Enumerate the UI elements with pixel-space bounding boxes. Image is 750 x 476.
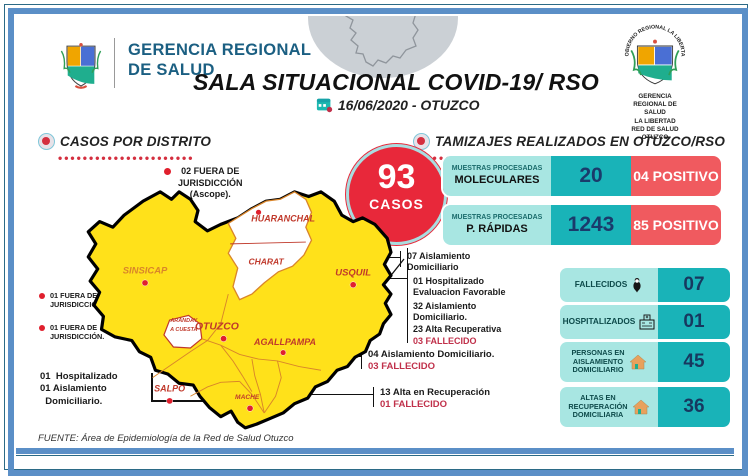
- svg-text:CHARAT: CHARAT: [248, 256, 284, 266]
- svg-text:SALPO: SALPO: [154, 384, 185, 394]
- svg-text:SINSICAP: SINSICAP: [123, 266, 168, 276]
- svg-text:AGALLPAMPA: AGALLPAMPA: [253, 337, 316, 347]
- svg-text:A CUESTA: A CUESTA: [169, 327, 197, 333]
- svg-text:USQUIL: USQUIL: [335, 268, 371, 278]
- svg-text:HUARANCHAL: HUARANCHAL: [251, 214, 315, 224]
- svg-text:MACHE: MACHE: [235, 394, 260, 401]
- svg-text:ARANDAY: ARANDAY: [169, 318, 198, 324]
- svg-text:OTUZCO: OTUZCO: [195, 321, 239, 332]
